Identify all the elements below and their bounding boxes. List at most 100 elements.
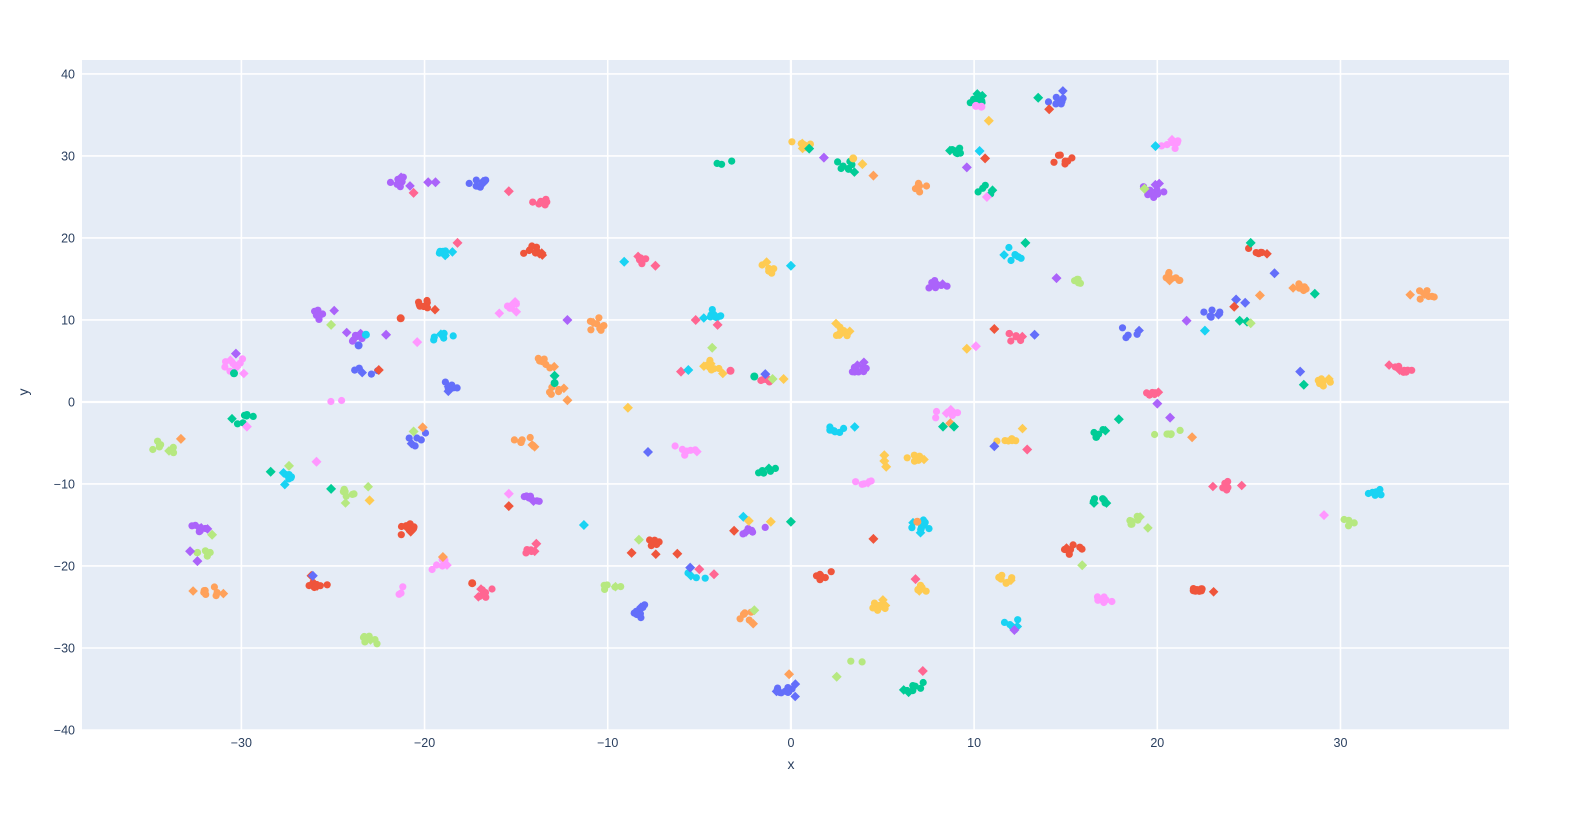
data-point[interactable] bbox=[619, 256, 630, 267]
data-point[interactable] bbox=[743, 515, 754, 526]
data-point[interactable] bbox=[1430, 293, 1438, 301]
data-point[interactable] bbox=[790, 679, 801, 689]
data-point[interactable] bbox=[1134, 325, 1144, 336]
data-point[interactable] bbox=[1324, 374, 1334, 384]
data-point[interactable] bbox=[979, 184, 987, 192]
data-point[interactable] bbox=[1231, 294, 1242, 305]
data-point[interactable] bbox=[188, 586, 198, 596]
data-point[interactable] bbox=[729, 525, 740, 536]
data-point[interactable] bbox=[430, 177, 441, 188]
data-point[interactable] bbox=[760, 369, 771, 380]
data-point[interactable] bbox=[359, 633, 368, 642]
data-point[interactable] bbox=[718, 368, 728, 379]
plot-area[interactable] bbox=[82, 60, 1509, 730]
data-point[interactable] bbox=[1094, 596, 1102, 604]
data-point[interactable] bbox=[1295, 284, 1303, 292]
data-point[interactable] bbox=[999, 250, 1009, 260]
data-point[interactable] bbox=[1262, 249, 1272, 259]
data-point[interactable] bbox=[478, 178, 488, 188]
data-point[interactable] bbox=[741, 527, 751, 537]
data-point[interactable] bbox=[1145, 391, 1154, 399]
data-point[interactable] bbox=[539, 199, 547, 207]
data-point[interactable] bbox=[1234, 315, 1245, 326]
data-point[interactable] bbox=[423, 296, 431, 305]
data-point[interactable] bbox=[785, 260, 796, 271]
data-point[interactable] bbox=[681, 451, 689, 459]
data-point[interactable] bbox=[881, 461, 892, 472]
data-point[interactable] bbox=[858, 658, 866, 666]
data-point[interactable] bbox=[535, 497, 543, 505]
data-point[interactable] bbox=[671, 442, 679, 450]
data-point[interactable] bbox=[192, 556, 203, 567]
data-point[interactable] bbox=[771, 686, 782, 697]
data-point[interactable] bbox=[1317, 375, 1325, 383]
data-point[interactable] bbox=[726, 366, 735, 375]
data-point[interactable] bbox=[408, 187, 419, 198]
data-point[interactable] bbox=[488, 585, 496, 593]
data-point[interactable] bbox=[1229, 301, 1240, 312]
data-point[interactable] bbox=[1350, 519, 1358, 527]
data-point[interactable] bbox=[916, 188, 924, 196]
data-point[interactable] bbox=[338, 396, 346, 405]
data-point[interactable] bbox=[351, 366, 359, 374]
data-point[interactable] bbox=[473, 592, 484, 602]
data-point[interactable] bbox=[428, 565, 436, 574]
data-point[interactable] bbox=[408, 426, 419, 437]
data-point[interactable] bbox=[874, 606, 882, 614]
data-point[interactable] bbox=[405, 181, 415, 191]
data-point[interactable] bbox=[523, 546, 531, 554]
data-point[interactable] bbox=[1044, 104, 1055, 115]
data-point[interactable] bbox=[1056, 151, 1064, 159]
data-point[interactable] bbox=[154, 437, 162, 445]
data-point[interactable] bbox=[373, 640, 381, 648]
data-point[interactable] bbox=[201, 547, 209, 555]
data-point[interactable] bbox=[397, 531, 405, 539]
data-point[interactable] bbox=[917, 666, 928, 676]
data-point[interactable] bbox=[531, 538, 542, 549]
data-point[interactable] bbox=[932, 407, 941, 416]
data-point[interactable] bbox=[193, 549, 201, 557]
data-point[interactable] bbox=[1014, 616, 1022, 624]
data-point[interactable] bbox=[932, 414, 940, 422]
data-point[interactable] bbox=[788, 138, 796, 146]
data-point[interactable] bbox=[1298, 379, 1309, 390]
data-point[interactable] bbox=[989, 324, 1000, 334]
data-point[interactable] bbox=[1288, 283, 1298, 293]
data-point[interactable] bbox=[1408, 366, 1416, 374]
data-point[interactable] bbox=[831, 671, 842, 682]
data-point[interactable] bbox=[707, 342, 718, 353]
data-point[interactable] bbox=[1006, 575, 1016, 586]
data-point[interactable] bbox=[706, 358, 716, 369]
data-point[interactable] bbox=[1050, 158, 1058, 166]
data-point[interactable] bbox=[1029, 329, 1040, 340]
data-point[interactable] bbox=[528, 242, 536, 250]
data-point[interactable] bbox=[1101, 498, 1112, 508]
data-point[interactable] bbox=[1416, 295, 1424, 303]
data-point[interactable] bbox=[778, 374, 789, 384]
data-point[interactable] bbox=[549, 370, 560, 381]
data-point[interactable] bbox=[1199, 325, 1210, 336]
data-point[interactable] bbox=[278, 468, 289, 478]
data-point[interactable] bbox=[341, 488, 349, 496]
data-point[interactable] bbox=[520, 249, 528, 257]
data-point[interactable] bbox=[812, 572, 821, 580]
data-point[interactable] bbox=[1078, 545, 1086, 553]
data-point[interactable] bbox=[987, 185, 998, 195]
data-point[interactable] bbox=[859, 357, 869, 368]
data-point[interactable] bbox=[849, 154, 858, 163]
data-point[interactable] bbox=[363, 481, 373, 492]
data-point[interactable] bbox=[1100, 425, 1111, 436]
data-point[interactable] bbox=[914, 586, 925, 596]
data-point[interactable] bbox=[453, 384, 461, 392]
data-point[interactable] bbox=[642, 255, 650, 263]
data-point[interactable] bbox=[233, 420, 242, 428]
data-point[interactable] bbox=[436, 247, 444, 255]
data-point[interactable] bbox=[771, 464, 780, 472]
data-point[interactable] bbox=[1252, 249, 1260, 257]
data-point[interactable] bbox=[1061, 543, 1072, 553]
data-point[interactable] bbox=[284, 460, 294, 471]
data-point[interactable] bbox=[406, 438, 417, 449]
data-point[interactable] bbox=[790, 691, 800, 702]
data-point[interactable] bbox=[922, 587, 930, 595]
